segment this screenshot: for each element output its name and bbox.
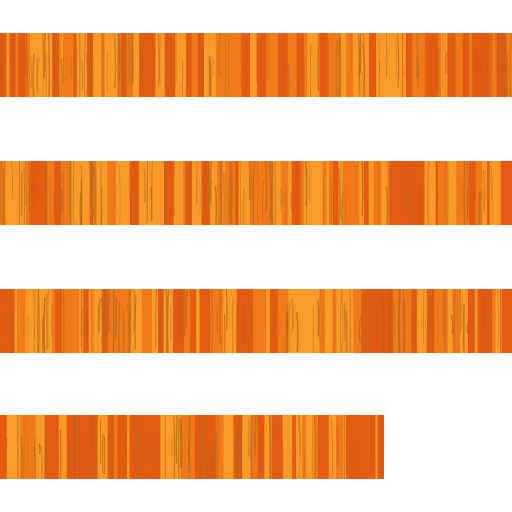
- wood-texture-2: [0, 161, 512, 225]
- menu-line-4: [0, 415, 384, 479]
- wood-texture-1: [0, 33, 512, 97]
- menu-line-3: [0, 289, 512, 353]
- wood-texture-4: [0, 415, 384, 479]
- menu-line-1: [0, 33, 512, 97]
- wood-texture-3: [0, 289, 512, 353]
- menu-line-2: [0, 161, 512, 225]
